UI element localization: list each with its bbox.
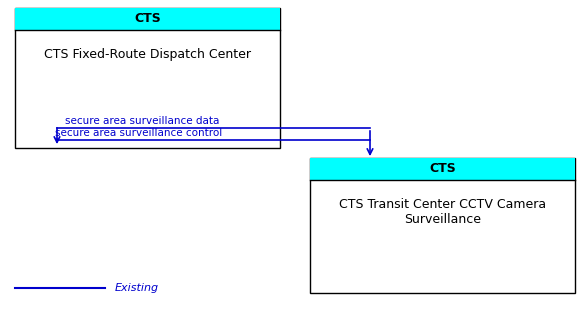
Bar <box>310 158 575 180</box>
Text: CTS Fixed-Route Dispatch Center: CTS Fixed-Route Dispatch Center <box>44 48 251 61</box>
Text: secure area surveillance data: secure area surveillance data <box>65 116 219 126</box>
Bar <box>15 8 280 148</box>
Text: CTS: CTS <box>134 13 161 25</box>
Bar <box>15 8 280 30</box>
Bar <box>310 158 575 293</box>
Text: CTS Transit Center CCTV Camera
Surveillance: CTS Transit Center CCTV Camera Surveilla… <box>339 198 546 226</box>
Text: secure area surveillance control: secure area surveillance control <box>55 128 222 138</box>
Text: Existing: Existing <box>115 283 159 293</box>
Text: CTS: CTS <box>429 162 456 176</box>
